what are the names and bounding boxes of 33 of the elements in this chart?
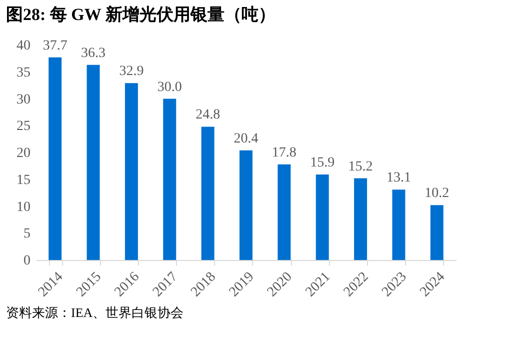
text: 资料来源：IEA、世界白银协会 bbox=[6, 305, 184, 320]
bar bbox=[316, 174, 329, 260]
y-tick-label: 35 bbox=[16, 65, 30, 80]
y-tick-label: 5 bbox=[24, 226, 30, 242]
bar bbox=[278, 164, 291, 260]
data-label: 10.2 bbox=[424, 186, 450, 202]
bar bbox=[124, 83, 138, 260]
y-tick-label: 30 bbox=[16, 92, 30, 108]
bar bbox=[392, 190, 406, 260]
chart-title: 图28: 每 GW 新增光伏用银量（吨） bbox=[6, 5, 276, 24]
data-label: 13.1 bbox=[386, 170, 411, 186]
bar bbox=[163, 98, 176, 260]
data-label: 37.7 bbox=[42, 38, 68, 54]
y-tick-label: 25 bbox=[16, 119, 30, 134]
y-tick-label: 0 bbox=[24, 254, 30, 268]
y-tick-label: 20 bbox=[16, 146, 30, 161]
data-label: 20.4 bbox=[234, 131, 258, 146]
y-tick-label: 40 bbox=[16, 38, 30, 54]
bar bbox=[48, 57, 62, 260]
y-tick-label: 10 bbox=[16, 200, 30, 215]
data-label: 15.9 bbox=[310, 156, 335, 171]
bar bbox=[240, 150, 252, 260]
data-label: 17.8 bbox=[272, 145, 296, 160]
data-label: 32.9 bbox=[119, 64, 144, 80]
bar bbox=[201, 126, 214, 260]
bar bbox=[430, 205, 444, 260]
y-tick-label: 15 bbox=[16, 172, 30, 188]
data-label: 36.3 bbox=[81, 46, 106, 61]
bar bbox=[354, 178, 368, 260]
data-label: 15.2 bbox=[348, 159, 373, 174]
data-label: 30.0 bbox=[157, 80, 182, 95]
data-label: 24.8 bbox=[196, 108, 220, 123]
bar bbox=[86, 64, 100, 260]
